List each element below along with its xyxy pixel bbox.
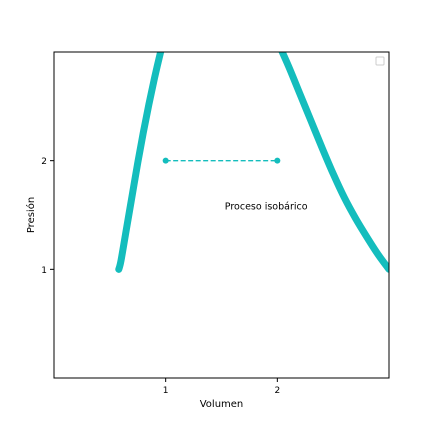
- legend-box: [375, 56, 385, 66]
- series-layer: [115, 52, 389, 273]
- y-axis-label: Presión: [25, 197, 37, 233]
- isobaric-point-0: [162, 157, 169, 164]
- curve-series-0: [115, 52, 165, 273]
- annotation-layer: Proceso isobárico: [225, 202, 308, 213]
- x-tick-label-2: 2: [274, 386, 280, 396]
- x-axis-label: Volumen: [200, 399, 244, 410]
- curve-series-1: [278, 52, 389, 273]
- annotation-label-0: Proceso isobárico: [225, 202, 308, 213]
- x-tick-label-1: 1: [163, 386, 169, 396]
- plot-frame: [53, 51, 390, 379]
- y-tick-label-1: 1: [41, 266, 47, 276]
- isobaric-point-1: [274, 157, 281, 164]
- ticks-layer: 1 2 1 2: [41, 157, 280, 396]
- y-tick-label-2: 2: [41, 157, 47, 167]
